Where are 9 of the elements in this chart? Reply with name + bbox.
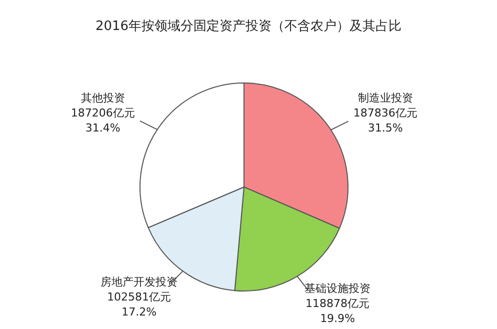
- slice-label: 房地产开发投资: [100, 275, 178, 288]
- data-label: 102581亿元 17.2%: [107, 290, 172, 318]
- slice-label: 基础设施投资: [304, 282, 371, 296]
- slice-label: 制造业投资: [358, 92, 413, 105]
- slice-label: 其他投资: [80, 91, 125, 104]
- chart-title: 2016年按领域分固定资产投资（不含农户）及其占比: [95, 19, 402, 34]
- data-label: 187206亿元 31.4%: [70, 106, 135, 134]
- data-label: 118878亿元 19.9%: [306, 297, 370, 326]
- data-label: 187836亿元 31.5%: [353, 106, 418, 135]
